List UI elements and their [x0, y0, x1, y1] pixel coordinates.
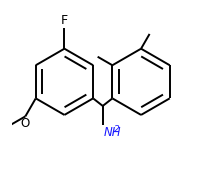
Text: 2: 2 — [114, 125, 119, 134]
Text: F: F — [61, 14, 68, 27]
Text: NH: NH — [104, 126, 121, 139]
Text: O: O — [21, 117, 30, 130]
